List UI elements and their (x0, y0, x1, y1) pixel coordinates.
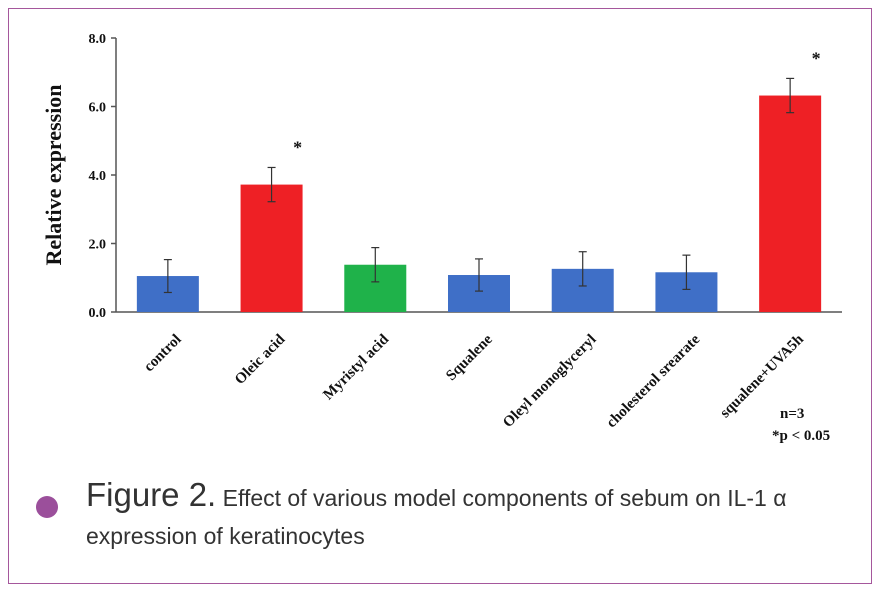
significance-marker: * (812, 48, 821, 68)
x-tick-label: control (141, 332, 185, 376)
caption-text: Figure 2. Effect of various model compon… (86, 478, 866, 557)
caption-bullet-icon (36, 496, 58, 518)
x-tick-label: Oleyl monoglyceryl (500, 332, 599, 431)
y-tick-label: 8.0 (89, 32, 107, 47)
x-tick-label: Myristyl acid (320, 331, 392, 403)
significance-marker: * (293, 137, 302, 157)
x-tick-label: Oleic acid (232, 331, 289, 388)
x-tick-label: cholesterol srearate (604, 331, 704, 431)
y-tick-label: 6.0 (89, 101, 107, 116)
figure-label: Figure 2. (86, 476, 217, 513)
y-axis-label: Relative expression (41, 84, 66, 265)
bar-chart: 0.02.04.06.08.0 ** control Oleic acid Myri… (41, 32, 842, 444)
x-tick-label: Squalene (443, 331, 496, 384)
bar (240, 184, 303, 312)
sample-size-note: n=3 (780, 406, 804, 422)
y-tick-label: 0.0 (89, 306, 107, 321)
y-tick-label: 4.0 (89, 169, 107, 184)
figure-description: Effect of various model components of se… (86, 485, 787, 549)
significance-note: *p < 0.05 (772, 428, 830, 444)
y-axis-ticks: 0.0 2.0 4.0 6.0 8.0 (89, 32, 116, 321)
bar (759, 95, 822, 312)
x-axis-labels: control Oleic acid Myristyl acid Squalene Ol… (141, 331, 807, 431)
y-tick-label: 2.0 (89, 238, 107, 253)
chart-bars: ** (136, 48, 822, 312)
